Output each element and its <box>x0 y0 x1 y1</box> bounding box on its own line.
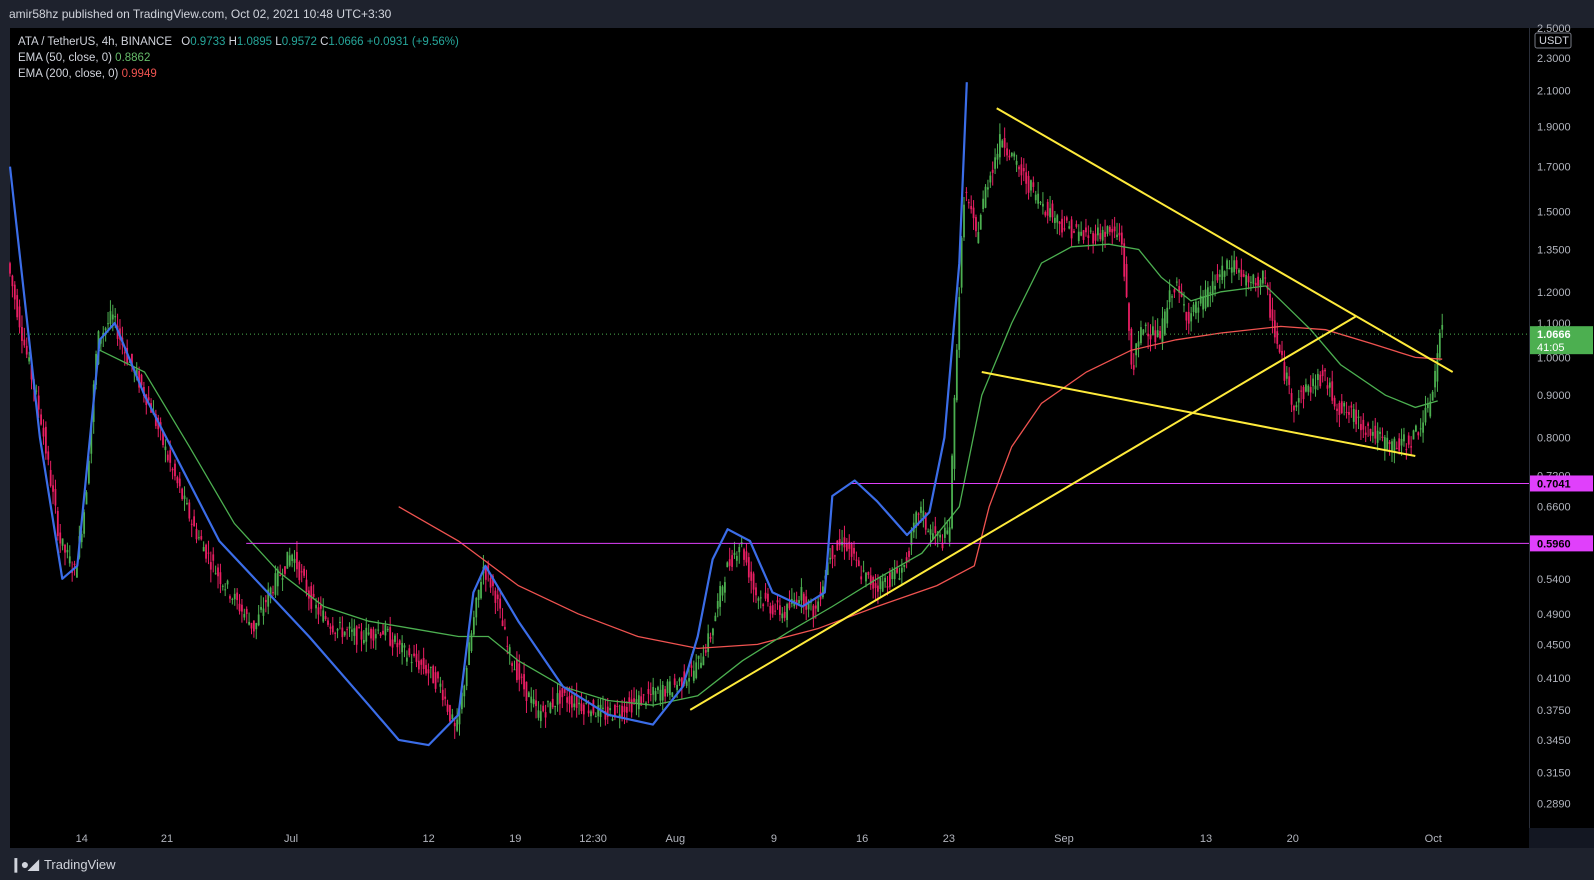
tradingview-logo[interactable]: ❙●◢ TradingView <box>10 856 116 873</box>
ema200-row[interactable]: EMA (200, close, 0) 0.9949 <box>18 66 459 82</box>
ohlc-row[interactable]: ATA / TetherUS, 4h, BINANCE O0.9733 H1.0… <box>18 34 459 50</box>
publisher-text: amir58hz published on TradingView.com, O… <box>9 7 392 21</box>
ema50-row[interactable]: EMA (50, close, 0) 0.8862 <box>18 50 459 66</box>
chart-legend: ATA / TetherUS, 4h, BINANCE O0.9733 H1.0… <box>18 34 459 82</box>
left-border <box>0 28 10 848</box>
chart-pane[interactable] <box>10 28 1529 828</box>
symbol-label[interactable]: ATA / TetherUS, 4h, BINANCE <box>18 36 173 48</box>
high-value: 1.0895 <box>236 36 273 48</box>
price-axis[interactable] <box>1529 28 1594 828</box>
open-value: 0.9733 <box>190 36 226 48</box>
footer-bar <box>0 848 1594 880</box>
high-label: H <box>228 36 237 48</box>
change-value: +0.0931 (+9.56%) <box>366 36 459 48</box>
tradingview-logo-icon: ❙●◢ <box>10 856 39 872</box>
tradingview-brand: TradingView <box>43 857 116 872</box>
publisher-bar: amir58hz published on TradingView.com, O… <box>0 0 1594 28</box>
close-label: C <box>320 36 329 48</box>
ema50-label[interactable]: EMA (50, close, 0) <box>18 52 112 64</box>
ema50-value: 0.8862 <box>115 52 151 64</box>
ema200-label[interactable]: EMA (200, close, 0) <box>18 68 119 80</box>
open-label: O <box>181 36 191 48</box>
low-label: L <box>275 36 282 48</box>
low-value: 0.9572 <box>281 36 317 48</box>
close-value: 1.0666 <box>328 36 364 48</box>
ema200-value: 0.9949 <box>121 68 157 80</box>
time-axis[interactable] <box>10 828 1529 848</box>
